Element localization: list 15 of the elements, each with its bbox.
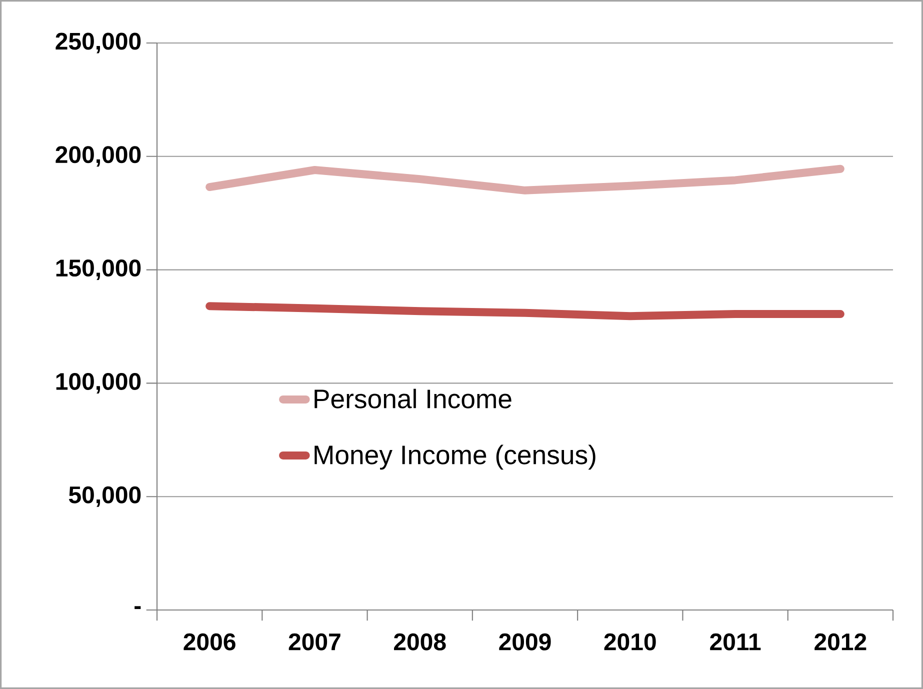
y-tick-label: 150,000 [56, 260, 141, 280]
y-tick-label: 100,000 [56, 372, 141, 394]
x-tick-label: 2011 [710, 633, 761, 650]
x-tick-label: 2008 [394, 633, 446, 650]
x-tick-label: 2007 [288, 633, 340, 650]
y-tick-label: 50,000 [68, 486, 141, 507]
y-tick-label: - [134, 606, 141, 610]
x-tick-label: 2009 [499, 633, 551, 650]
x-tick-label: 2010 [604, 633, 656, 650]
y-tick-label: 200,000 [56, 146, 141, 167]
legend-label: Money Income (census) [314, 444, 596, 470]
x-tick-label: 2012 [814, 633, 866, 650]
x-tick-label: 2006 [184, 633, 236, 650]
legend-label: Personal Income [314, 388, 512, 408]
y-tick-label: 250,000 [56, 32, 141, 54]
